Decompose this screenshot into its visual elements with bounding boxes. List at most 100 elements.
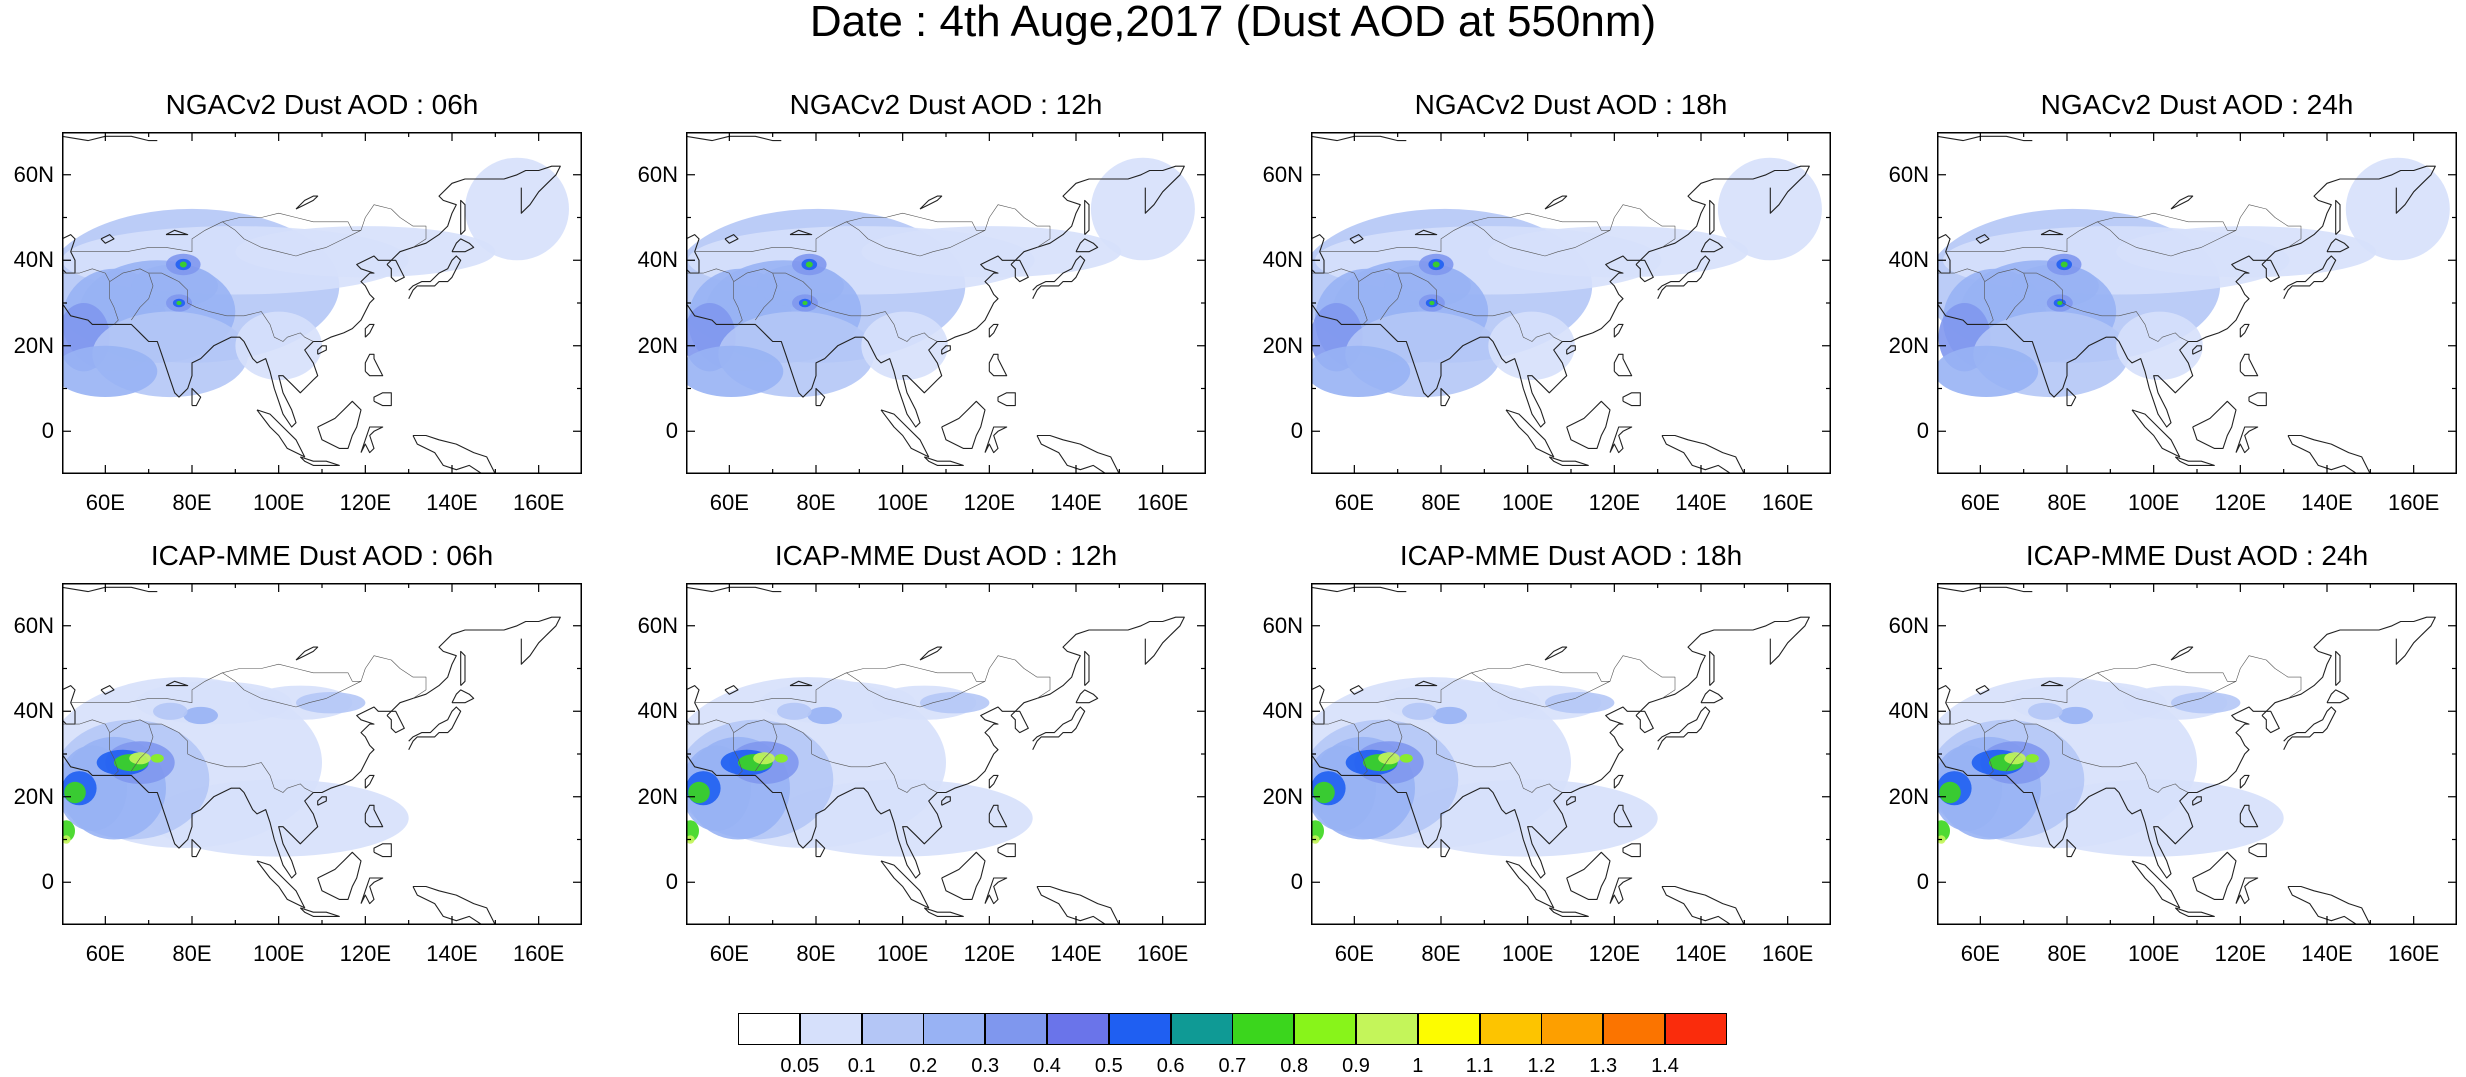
lon-tick-label: 140E <box>1675 490 1727 515</box>
coastline <box>2335 650 2341 686</box>
map-panel: ICAP-MME Dust AOD : 24h 60N 40N 20N 0 60E 80E 1… <box>1889 541 2457 981</box>
coastline <box>2192 400 2237 449</box>
lon-tick-label: 160E <box>2387 490 2440 515</box>
coastline <box>2192 796 2202 806</box>
boundary-line <box>1319 655 1676 703</box>
lat-tick-label: 40N <box>1888 247 1929 273</box>
colorbar-label: 0.3 <box>971 1055 1000 1077</box>
map-panel: ICAP-MME Dust AOD : 12h 60N 40N 20N 0 60E 80E 1… <box>638 540 1206 981</box>
coastline <box>789 680 813 687</box>
map-frame <box>1937 132 2457 474</box>
boundary-line <box>2006 273 2029 321</box>
coastline <box>941 345 951 355</box>
coastline <box>100 685 115 695</box>
coastline <box>364 804 384 828</box>
coastline <box>686 706 1029 879</box>
coastline <box>1349 234 1364 244</box>
coastline <box>2283 255 2337 299</box>
boundary-line <box>1319 204 1676 252</box>
coastline <box>364 353 384 377</box>
coastline <box>2174 456 2215 466</box>
colorbar-label: 0.1 <box>847 1055 876 1077</box>
lat-tick-label: 60N <box>637 612 678 638</box>
dust-aod-area <box>2057 300 2063 306</box>
dust-aod-area <box>179 261 187 268</box>
colorbar-swatch <box>1232 1013 1295 1045</box>
colorbar-swatch <box>738 1013 800 1045</box>
boundary-line <box>1984 281 1994 325</box>
dust-aod-area <box>2116 311 2203 380</box>
coastline <box>373 392 392 407</box>
coastline <box>412 434 496 474</box>
coastline <box>2170 195 2194 210</box>
colorbar-label: 1.1 <box>1465 1055 1494 1077</box>
coastline <box>724 685 739 695</box>
dust-aod-map <box>1311 583 1831 925</box>
coastline <box>62 586 158 593</box>
map-panel: NGACv2 Dust AOD : 12h 60N 40N 20N 0 60E 80E 100… <box>638 90 1206 530</box>
coastline <box>2248 392 2267 407</box>
dust-aod-area <box>2025 754 2039 763</box>
dust-aod-map <box>686 583 1206 925</box>
lat-tick-label: 40N <box>1888 698 1929 724</box>
lat-tick-label: 0 <box>1290 418 1303 444</box>
dust-aod-area <box>757 264 844 308</box>
lon-tick-label: 60E <box>1334 941 1374 966</box>
coastline <box>1075 238 1099 253</box>
coastline <box>2261 165 2436 265</box>
coastline <box>256 409 306 458</box>
coastline <box>1937 135 2033 142</box>
dust-aod-area <box>150 754 164 763</box>
coastline <box>317 851 362 900</box>
coastline <box>941 851 986 900</box>
dust-aod-map <box>62 132 582 474</box>
coastline <box>988 353 1008 377</box>
lat-tick-label: 20N <box>13 332 54 358</box>
coastline <box>1311 586 1407 593</box>
colorbar-swatch <box>1665 1013 1727 1045</box>
boundary-line <box>686 268 734 282</box>
lat-tick-label: 40N <box>637 698 678 724</box>
dust-aod-area <box>1545 692 1615 714</box>
coastline <box>165 229 189 236</box>
coastlines <box>1311 586 1810 925</box>
boundary-line <box>846 672 986 708</box>
coastline <box>2335 199 2341 235</box>
coastline <box>686 586 782 593</box>
lat-tick-label: 20N <box>1262 783 1303 809</box>
lat-tick-label: 60N <box>637 161 678 187</box>
dust-aod-area <box>148 779 409 857</box>
lon-tick-label: 60E <box>709 941 749 966</box>
boundary-line <box>755 724 778 772</box>
colorbar-swatch <box>1479 1013 1542 1045</box>
coastline <box>941 400 986 449</box>
coastline <box>686 255 1029 428</box>
colorbar-label: 0.2 <box>909 1055 938 1077</box>
coastline <box>1010 165 1185 265</box>
lat-tick-label: 40N <box>13 698 54 724</box>
boundary-line <box>686 719 734 733</box>
dust-aod-area <box>1488 311 1575 380</box>
coastline <box>923 456 964 466</box>
lon-tick-label: 160E <box>1136 941 1189 966</box>
coastline <box>1505 860 1555 909</box>
coastline <box>256 860 306 909</box>
dust-aod-area <box>2116 226 2377 278</box>
map-frame <box>686 583 1206 925</box>
boundary-line <box>733 281 743 325</box>
lon-tick-label: 60E <box>85 490 125 515</box>
lon-tick-label: 160E <box>1136 490 1189 515</box>
colorbar-swatch <box>799 1013 862 1045</box>
lon-tick-label: 140E <box>1675 941 1727 966</box>
panel-title: ICAP-MME Dust AOD : 12h <box>774 540 1118 571</box>
lat-tick-label: 20N <box>1888 332 1929 358</box>
coastline <box>1032 706 1086 750</box>
coastline <box>1700 238 1724 253</box>
coastline <box>1635 616 1810 716</box>
coastline <box>2131 860 2181 909</box>
dust-aod-area <box>920 692 990 714</box>
coastline <box>1548 456 1589 466</box>
coastline <box>789 229 813 236</box>
coastline <box>2235 877 2259 905</box>
dust-aod-area <box>807 706 842 725</box>
